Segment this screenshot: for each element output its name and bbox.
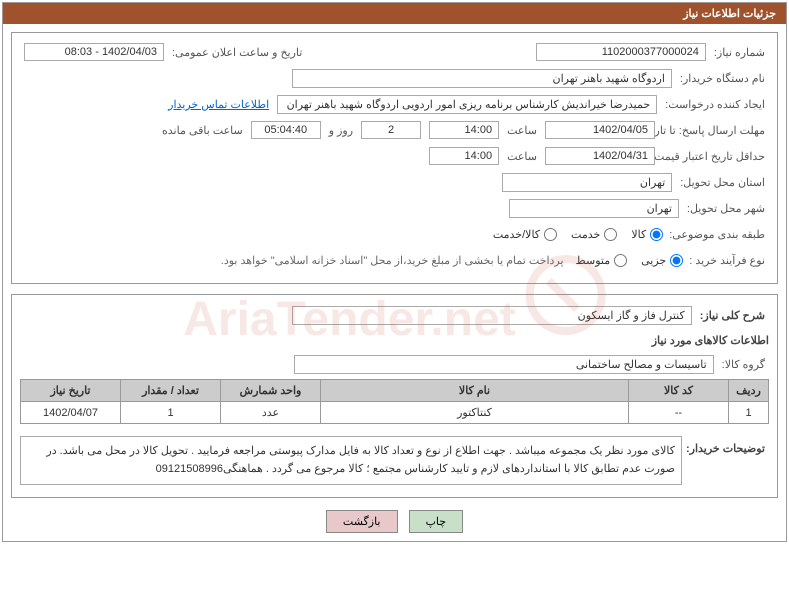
response-deadline-date: 1402/04/05	[545, 121, 655, 139]
th-qty: تعداد / مقدار	[121, 380, 221, 402]
contact-link[interactable]: اطلاعات تماس خریدار	[164, 98, 273, 111]
purchase-note: پرداخت تمام یا بخشی از مبلغ خرید،از محل …	[221, 254, 568, 267]
back-button[interactable]: بازگشت	[326, 510, 398, 533]
response-deadline-label: مهلت ارسال پاسخ: تا تاریخ:	[659, 124, 769, 137]
page-header: جزئیات اطلاعات نیاز	[3, 3, 786, 24]
radio-small[interactable]: جزیی	[641, 254, 685, 267]
th-row: ردیف	[729, 380, 769, 402]
cell-qty: 1	[121, 402, 221, 424]
cell-unit: عدد	[221, 402, 321, 424]
th-date: تاریخ نیاز	[21, 380, 121, 402]
cell-date: 1402/04/07	[21, 402, 121, 424]
radio-kala-khedmat[interactable]: کالا/خدمت	[493, 228, 559, 241]
price-validity-label: حداقل تاریخ اعتبار قیمت: تا تاریخ:	[659, 150, 769, 163]
main-form-section: شماره نیاز: 1102000377000024 تاریخ و ساع…	[11, 32, 778, 284]
purchase-type-label: نوع فرآیند خرید :	[685, 254, 769, 267]
need-number-field: 1102000377000024	[536, 43, 706, 61]
days-remaining: 2	[361, 121, 421, 139]
delivery-city-field: تهران	[509, 199, 679, 218]
need-desc-field: کنترل فاز و گاز ایسکون	[292, 306, 692, 325]
public-announce-field: 1402/04/03 - 08:03	[24, 43, 164, 61]
radio-khedmat-label: خدمت	[571, 228, 600, 241]
delivery-city-label: شهر محل تحویل:	[683, 202, 769, 215]
cell-code: --	[629, 402, 729, 424]
radio-kala[interactable]: کالا	[631, 228, 665, 241]
goods-group-field: تاسیسات و مصالح ساختمانی	[294, 355, 714, 374]
goods-section-title: اطلاعات کالاهای مورد نیاز	[20, 334, 769, 347]
print-button[interactable]: چاپ	[409, 510, 464, 533]
radio-medium-label: متوسط	[576, 254, 611, 267]
details-section: شرح کلی نیاز: کنترل فاز و گاز ایسکون اطل…	[11, 294, 778, 498]
public-announce-label: تاریخ و ساعت اعلان عمومی:	[168, 46, 306, 59]
radio-medium[interactable]: متوسط	[576, 254, 630, 267]
need-desc-label: شرح کلی نیاز:	[696, 309, 769, 322]
days-and-label: روز و	[325, 124, 357, 137]
radio-kala-khedmat-label: کالا/خدمت	[493, 228, 540, 241]
cell-name: کنتاکتور	[321, 402, 629, 424]
radio-khedmat[interactable]: خدمت	[571, 228, 619, 241]
response-deadline-time: 14:00	[429, 121, 499, 139]
buyer-org-label: نام دستگاه خریدار:	[676, 72, 769, 85]
buyer-org-field: اردوگاه شهید باهنر تهران	[292, 69, 672, 88]
time-label-2: ساعت	[503, 150, 541, 163]
price-validity-date: 1402/04/31	[545, 147, 655, 165]
buyer-notes-box: کالای مورد نظر یک مجموعه میباشد . جهت اط…	[20, 436, 682, 485]
need-number-label: شماره نیاز:	[710, 46, 769, 59]
time-label-1: ساعت	[503, 124, 541, 137]
requester-field: حمیدرضا خیراندیش کارشناس برنامه ریزی امو…	[277, 95, 657, 114]
th-name: نام کالا	[321, 380, 629, 402]
time-remaining-label: ساعت باقی مانده	[158, 124, 247, 137]
radio-kala-label: کالا	[631, 228, 646, 241]
th-unit: واحد شمارش	[221, 380, 321, 402]
price-validity-time: 14:00	[429, 147, 499, 165]
subject-category-label: طبقه بندی موضوعی:	[665, 228, 769, 241]
delivery-province-label: استان محل تحویل:	[676, 176, 769, 189]
table-row: 1 -- کنتاکتور عدد 1 1402/04/07	[21, 402, 769, 424]
cell-row: 1	[729, 402, 769, 424]
goods-table: ردیف کد کالا نام کالا واحد شمارش تعداد /…	[20, 379, 769, 424]
goods-group-label: گروه کالا:	[718, 358, 769, 371]
time-remaining: 05:04:40	[251, 121, 321, 139]
th-code: کد کالا	[629, 380, 729, 402]
requester-label: ایجاد کننده درخواست:	[661, 98, 769, 111]
delivery-province-field: تهران	[502, 173, 672, 192]
radio-small-label: جزیی	[641, 254, 666, 267]
buyer-notes-label: توضیحات خریدار:	[682, 436, 769, 455]
